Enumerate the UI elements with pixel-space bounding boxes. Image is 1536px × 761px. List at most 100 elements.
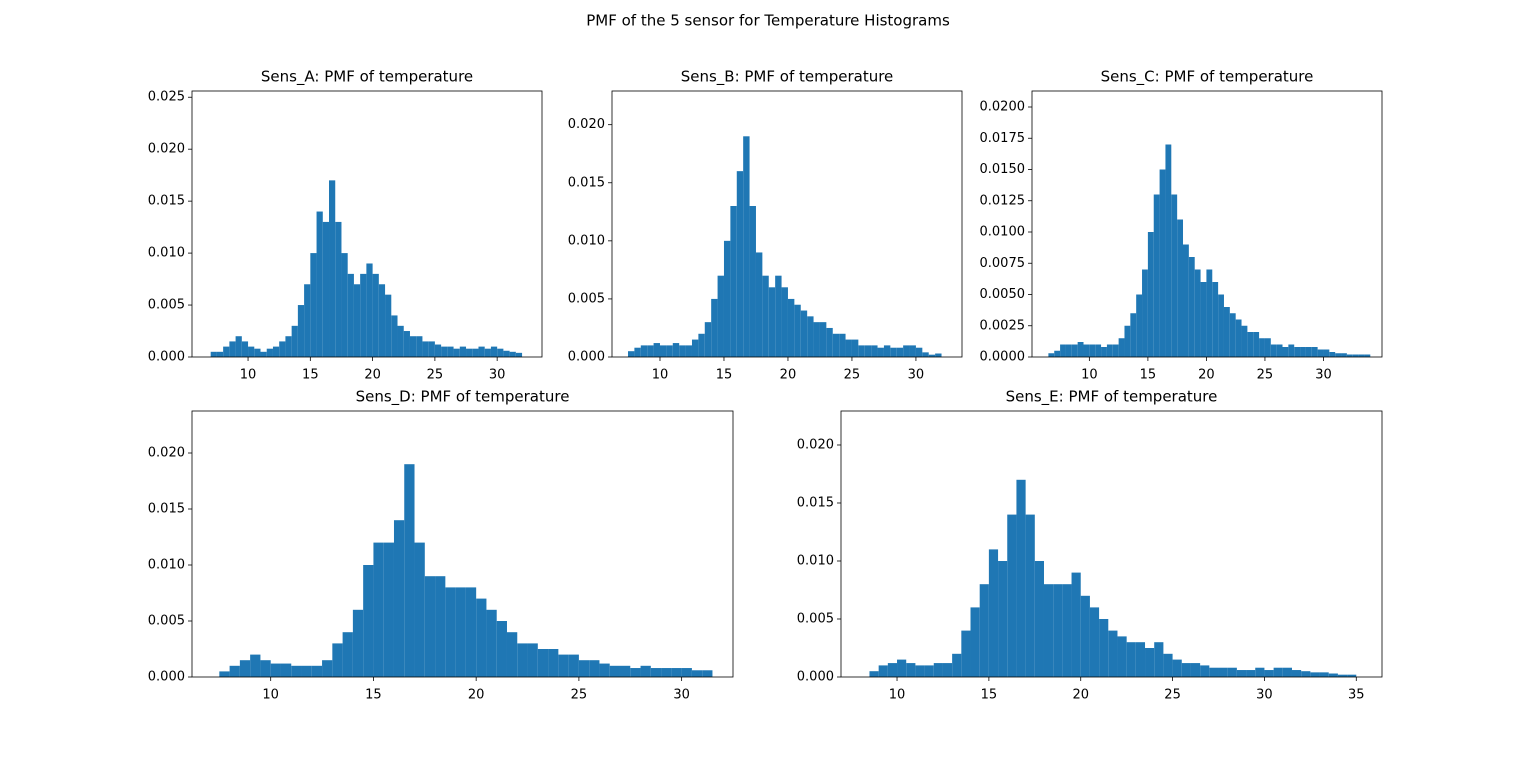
bar — [661, 668, 672, 677]
bar — [409, 336, 417, 357]
bar — [441, 346, 448, 357]
bar — [1145, 647, 1155, 677]
bar — [1241, 325, 1248, 357]
bar — [794, 304, 801, 357]
bar — [800, 310, 808, 357]
bar — [659, 345, 667, 357]
bar — [858, 345, 865, 357]
y-tick-label: 0.0150 — [980, 162, 1026, 177]
bar — [883, 345, 891, 357]
bar — [548, 649, 559, 677]
bar — [1358, 354, 1365, 357]
bar — [1329, 352, 1336, 357]
bar — [241, 341, 249, 357]
bar — [933, 663, 943, 677]
bar — [459, 346, 467, 357]
bar — [942, 663, 953, 677]
bar — [609, 665, 620, 677]
bar — [878, 665, 888, 677]
bar — [329, 180, 336, 357]
bar — [1218, 294, 1224, 357]
bar — [640, 665, 651, 677]
y-tick-label: 0.0175 — [980, 131, 1026, 146]
x-tick-label: 20 — [780, 368, 797, 383]
y-tick-label: 0.010 — [148, 558, 185, 573]
bar — [1077, 342, 1084, 357]
bar — [578, 660, 590, 677]
bar — [391, 315, 398, 357]
y-tick-label: 0.015 — [797, 495, 834, 510]
bar — [335, 221, 342, 357]
bar — [1347, 674, 1357, 677]
bar — [755, 252, 763, 357]
x-tick-label: 25 — [844, 368, 861, 383]
bar — [250, 654, 261, 677]
y-tick-label: 0.015 — [148, 502, 185, 517]
y-tick-label: 0.000 — [148, 670, 185, 685]
bar — [235, 336, 242, 357]
bar — [322, 660, 333, 677]
bar — [435, 576, 446, 677]
bar — [1246, 670, 1256, 677]
bar — [762, 275, 769, 357]
bar — [229, 341, 236, 357]
bar — [672, 343, 680, 357]
bar — [1007, 514, 1017, 677]
bar — [484, 348, 491, 357]
bar — [1247, 332, 1254, 357]
bar — [1043, 584, 1054, 677]
x-tick-label: 10 — [889, 688, 906, 703]
bar — [887, 663, 898, 677]
bar — [871, 345, 878, 357]
bar — [1171, 194, 1178, 357]
bar — [640, 345, 648, 357]
bar — [619, 665, 631, 677]
x-tick-label: 35 — [1348, 688, 1365, 703]
bar — [1328, 673, 1338, 677]
bar — [424, 576, 436, 677]
bar — [897, 659, 907, 677]
x-tick-label: 30 — [673, 688, 690, 703]
bar — [1317, 349, 1324, 357]
bar — [1048, 353, 1055, 357]
bar — [1165, 144, 1172, 357]
bar — [630, 668, 641, 677]
x-tick-label: 10 — [240, 368, 257, 383]
bar — [915, 347, 923, 357]
x-tick-label: 20 — [1198, 368, 1215, 383]
chart-title: Sens_C: PMF of temperature — [1101, 68, 1314, 87]
bar — [702, 670, 713, 677]
bar — [1223, 307, 1230, 357]
bar — [1112, 344, 1119, 357]
bar — [490, 346, 498, 357]
bar — [1264, 670, 1274, 677]
bar — [1282, 667, 1292, 677]
bar — [517, 643, 528, 677]
bar — [506, 632, 518, 677]
bar — [1270, 344, 1277, 357]
bar — [1276, 344, 1283, 357]
bar — [447, 346, 454, 357]
bar — [781, 287, 788, 357]
axes-frame — [191, 90, 543, 358]
x-tick-label: 15 — [1140, 368, 1157, 383]
bar — [1236, 670, 1247, 677]
y-tick-label: 0.020 — [568, 117, 605, 132]
y-tick-label: 0.0100 — [980, 225, 1026, 240]
bar — [717, 275, 724, 357]
bar — [1259, 338, 1265, 357]
y-tick-label: 0.025 — [148, 90, 185, 105]
bar — [476, 598, 487, 677]
bar — [1016, 479, 1026, 677]
bar — [1300, 347, 1306, 357]
bar — [998, 560, 1008, 677]
bar — [1106, 344, 1113, 357]
bar — [373, 542, 384, 677]
bar — [691, 670, 703, 677]
axes-frame — [191, 410, 734, 678]
axes-frame — [611, 90, 963, 358]
y-tick-label: 0.0000 — [980, 350, 1026, 365]
bar — [723, 240, 731, 357]
bar — [322, 221, 330, 357]
